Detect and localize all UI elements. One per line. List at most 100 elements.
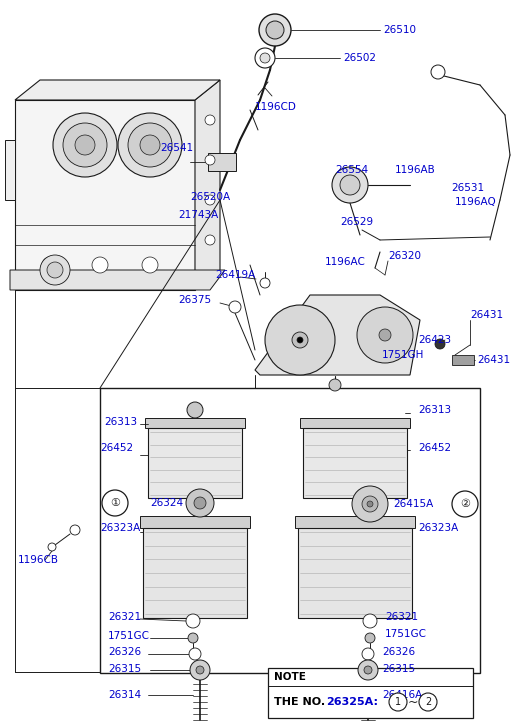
Text: 2: 2 (425, 697, 431, 707)
Circle shape (362, 496, 378, 512)
Text: 26326: 26326 (382, 647, 415, 657)
Bar (100, 388, 480, 673)
Circle shape (118, 113, 182, 177)
Text: 26313: 26313 (104, 417, 137, 427)
Text: NOTE: NOTE (274, 672, 306, 682)
Bar (295, 516, 415, 528)
Bar (140, 516, 250, 528)
Circle shape (364, 666, 372, 674)
Circle shape (102, 490, 128, 516)
Circle shape (194, 497, 206, 509)
Text: 26315: 26315 (108, 664, 141, 674)
Circle shape (205, 115, 215, 125)
Circle shape (255, 48, 275, 68)
Polygon shape (10, 270, 225, 290)
Bar (300, 418, 410, 428)
Text: 1751GC: 1751GC (385, 629, 427, 639)
Text: 26321: 26321 (108, 612, 141, 622)
Text: 26541: 26541 (160, 143, 193, 153)
Text: 26313: 26313 (418, 405, 451, 415)
Text: 26320: 26320 (388, 251, 421, 261)
Circle shape (260, 53, 270, 63)
Circle shape (357, 307, 413, 363)
Circle shape (128, 123, 172, 167)
Bar (148, 428, 242, 498)
Text: 26452: 26452 (418, 443, 451, 453)
Polygon shape (255, 295, 420, 375)
Text: ②: ② (460, 499, 470, 509)
Text: 26419A: 26419A (215, 270, 255, 280)
Text: 26325A:: 26325A: (326, 697, 378, 707)
Text: ①: ① (110, 498, 120, 508)
Circle shape (187, 402, 203, 418)
Text: 26423: 26423 (418, 335, 451, 345)
Bar (145, 418, 245, 428)
Circle shape (265, 305, 335, 375)
Circle shape (389, 693, 407, 711)
Circle shape (367, 501, 373, 507)
Polygon shape (5, 140, 15, 200)
Text: 26431: 26431 (470, 310, 503, 320)
Circle shape (48, 543, 56, 551)
Circle shape (189, 648, 201, 660)
Text: 26416A: 26416A (382, 690, 422, 700)
Circle shape (190, 660, 210, 680)
Circle shape (431, 65, 445, 79)
Text: 26324: 26324 (150, 498, 183, 508)
Circle shape (53, 113, 117, 177)
Bar (452, 355, 474, 365)
Text: 26321: 26321 (385, 612, 418, 622)
Circle shape (205, 235, 215, 245)
Circle shape (452, 491, 478, 517)
Bar (298, 528, 412, 618)
Text: THE NO.: THE NO. (274, 697, 325, 707)
Text: 26531: 26531 (451, 183, 484, 193)
Text: 26520A: 26520A (190, 192, 230, 202)
Text: 26415A: 26415A (393, 499, 433, 509)
Text: ~: ~ (408, 696, 418, 709)
Circle shape (140, 135, 160, 155)
Text: 1196CB: 1196CB (18, 555, 59, 565)
Circle shape (186, 489, 214, 517)
Circle shape (365, 633, 375, 643)
Circle shape (435, 339, 445, 349)
Circle shape (266, 21, 284, 39)
Circle shape (329, 379, 341, 391)
Circle shape (75, 135, 95, 155)
Circle shape (47, 262, 63, 278)
Circle shape (142, 257, 158, 273)
Circle shape (229, 301, 241, 313)
Text: 26502: 26502 (343, 53, 376, 63)
Text: 26314: 26314 (108, 690, 141, 700)
Text: 1196AC: 1196AC (325, 257, 366, 267)
Circle shape (205, 155, 215, 165)
Text: 1751GH: 1751GH (382, 350, 425, 360)
Bar (208, 153, 236, 171)
Text: 1: 1 (395, 697, 401, 707)
Text: 26452: 26452 (100, 443, 133, 453)
Circle shape (352, 486, 388, 522)
Text: 26315: 26315 (382, 664, 415, 674)
Polygon shape (195, 80, 220, 290)
Text: 21743A: 21743A (178, 210, 218, 220)
Circle shape (260, 278, 270, 288)
Polygon shape (15, 100, 195, 290)
Circle shape (379, 329, 391, 341)
Circle shape (340, 175, 360, 195)
Circle shape (297, 337, 303, 343)
Text: 26323A: 26323A (418, 523, 458, 533)
Circle shape (63, 123, 107, 167)
Text: 26510: 26510 (383, 25, 416, 35)
Text: 1196CD: 1196CD (255, 102, 297, 112)
Text: 26326: 26326 (108, 647, 141, 657)
Text: 26554: 26554 (335, 165, 368, 175)
Circle shape (186, 614, 200, 628)
Circle shape (92, 257, 108, 273)
Circle shape (205, 195, 215, 205)
Circle shape (259, 14, 291, 46)
Bar (143, 528, 247, 618)
Text: 26323A: 26323A (100, 523, 140, 533)
Circle shape (188, 633, 198, 643)
Circle shape (292, 332, 308, 348)
Circle shape (40, 255, 70, 285)
